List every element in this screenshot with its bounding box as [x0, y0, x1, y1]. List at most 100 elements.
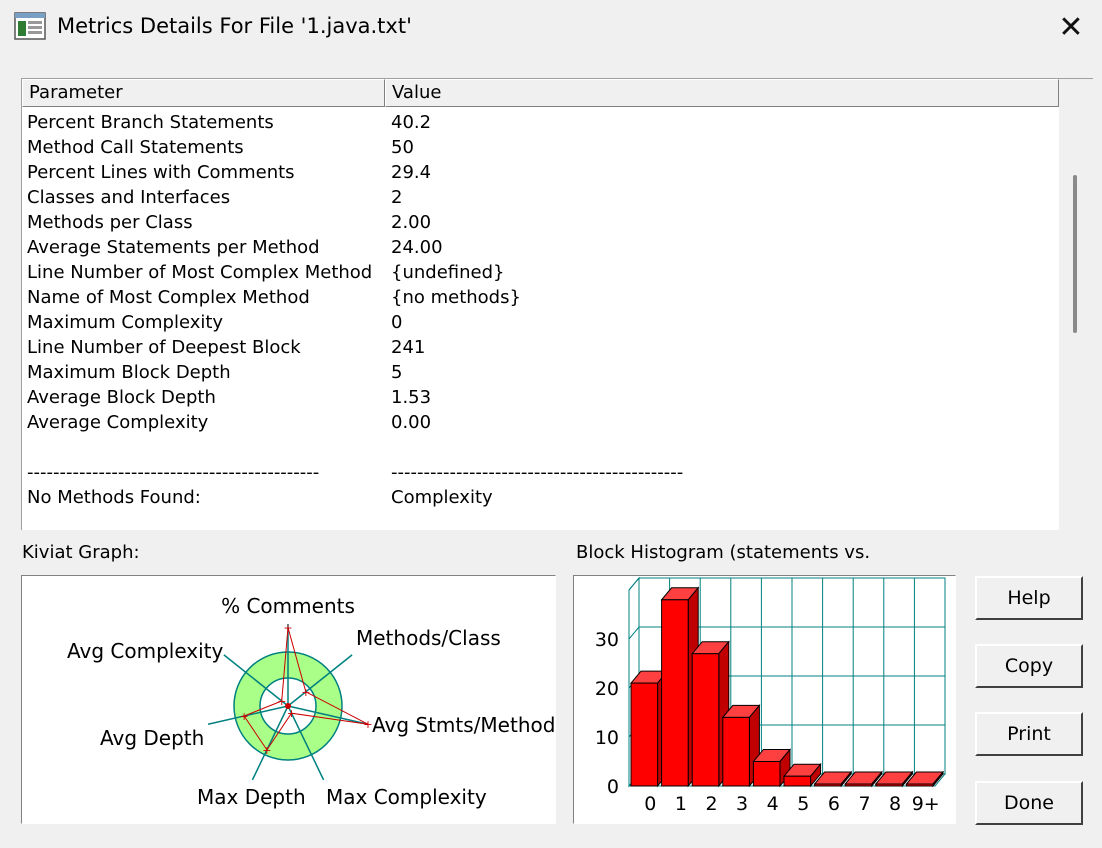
window-title: Metrics Details For File '1.java.txt'	[57, 14, 412, 38]
kiviat-label: Kiviat Graph:	[22, 542, 140, 563]
table-row[interactable]: Methods per Class 2.00	[27, 212, 791, 237]
value-cell: 1.53	[391, 387, 432, 408]
parameter-cell: Maximum Complexity	[27, 312, 224, 333]
kiviat-axis-line	[223, 654, 289, 707]
table-row[interactable]: Name of Most Complex Method {no methods}	[27, 287, 791, 312]
axis-label-avg-complexity: Avg Complexity	[67, 639, 224, 663]
histogram-gridline	[628, 577, 640, 591]
value-cell: 2	[391, 187, 403, 208]
table-row[interactable]: Line Number of Deepest Block 241	[27, 337, 791, 362]
histogram-bar	[722, 716, 750, 787]
vertical-scrollbar[interactable]	[1059, 79, 1093, 530]
table-row[interactable]: Method Call Statements 50	[27, 137, 791, 162]
column-header-value[interactable]: Value	[385, 79, 1059, 107]
table-row[interactable]: Average Statements per Method 24.00	[27, 237, 791, 262]
kiviat-axis-line	[287, 705, 325, 781]
value-cell: 29.4	[391, 162, 432, 183]
histogram-x-tick-label: 4	[767, 793, 779, 815]
parameter-cell: Name of Most Complex Method	[27, 287, 310, 308]
value-cell: Complexity	[391, 487, 493, 508]
table-row[interactable]: Average Complexity 0.00	[27, 412, 791, 437]
histogram-x-tick-label: 2	[705, 793, 717, 815]
histogram-bar	[844, 783, 873, 787]
parameter-cell: Average Complexity	[27, 412, 209, 433]
histogram-bar	[630, 682, 659, 787]
parameter-cell: ----------------------------------------…	[27, 462, 320, 483]
copy-button[interactable]: Copy	[975, 644, 1083, 688]
histogram-bar	[905, 783, 934, 787]
column-header-parameter[interactable]: Parameter	[22, 79, 385, 107]
histogram-x-tick-label: 9+	[912, 793, 940, 815]
parameter-cell: Line Number of Most Complex Method	[27, 262, 373, 283]
metrics-list[interactable]: Parameter Value Percent Branch Statement…	[21, 78, 1093, 530]
print-button[interactable]: Print	[975, 712, 1083, 756]
table-row[interactable]: Line Number of Most Complex Method {undef…	[27, 262, 791, 287]
axis-label-methods-class: Methods/Class	[356, 626, 501, 650]
histogram-y-tick-label: 0	[607, 776, 619, 798]
table-row[interactable]: Average Block Depth 1.53	[27, 387, 791, 412]
value-cell: {undefined}	[391, 262, 505, 283]
kiviat-center	[285, 703, 291, 709]
histogram-x-tick-label: 8	[889, 793, 901, 815]
value-cell: 0	[391, 312, 403, 333]
histogram-x-tick-label: 6	[828, 793, 840, 815]
value-cell: 24.00	[391, 237, 443, 258]
kiviat-value-polygon	[243, 627, 369, 751]
parameter-cell: Method Call Statements	[27, 137, 244, 158]
histogram-y-tick-label: 20	[595, 678, 619, 700]
parameter-cell: Classes and Interfaces	[27, 187, 231, 208]
table-row[interactable]	[27, 437, 791, 462]
kiviat-svg: +++++++ % Comments Methods/Class Avg Stm…	[67, 594, 555, 809]
table-row[interactable]: Percent Lines with Comments 29.4	[27, 162, 791, 187]
axis-label-max-depth: Max Depth	[197, 785, 306, 809]
kiviat-axis-line	[251, 705, 289, 781]
scrollbar-thumb[interactable]	[1073, 175, 1077, 333]
value-cell: 5	[391, 362, 403, 383]
done-button[interactable]: Done	[975, 781, 1083, 825]
kiviat-axis-line	[287, 705, 369, 725]
histogram-gridline	[628, 626, 640, 640]
help-button[interactable]: Help	[975, 576, 1083, 620]
table-row[interactable]: Maximum Complexity 0	[27, 312, 791, 337]
histogram-bar	[814, 783, 842, 787]
value-cell: 50	[391, 137, 414, 158]
parameter-cell: Line Number of Deepest Block	[27, 337, 301, 358]
table-row[interactable]: ----------------------------------------…	[27, 462, 791, 487]
parameter-cell: Average Statements per Method	[27, 237, 320, 258]
parameter-cell: Percent Branch Statements	[27, 112, 274, 133]
histogram-x-tick-label: 5	[797, 793, 809, 815]
parameter-cell: Percent Lines with Comments	[27, 162, 295, 183]
title-bar: Metrics Details For File '1.java.txt' ✕	[0, 0, 1102, 56]
kiviat-axis-line	[287, 654, 353, 707]
parameter-cell	[27, 437, 391, 462]
histogram-bar	[875, 783, 903, 787]
value-cell: 0.00	[391, 412, 432, 433]
value-cell: 241	[391, 337, 426, 358]
histogram-bar	[752, 761, 781, 787]
table-row[interactable]: Maximum Block Depth 5	[27, 362, 791, 387]
histogram-label: Block Histogram (statements vs.	[576, 542, 871, 563]
histogram-bar	[661, 599, 689, 787]
parameter-cell: Methods per Class	[27, 212, 193, 233]
axis-label-avg-stmts-method: Avg Stmts/Method	[372, 713, 555, 737]
histogram-x-tick-label: 0	[644, 793, 656, 815]
axis-label-comments: % Comments	[221, 594, 355, 618]
value-cell: 2.00	[391, 212, 432, 233]
parameter-cell: Maximum Block Depth	[27, 362, 231, 383]
axis-label-avg-depth: Avg Depth	[100, 726, 204, 750]
metrics-rows: Percent Branch Statements 40.2 Method Call…	[27, 112, 791, 512]
kiviat-graph: + + + + + + + % Comments Methods/Class Avg Stm…	[21, 575, 556, 824]
close-icon[interactable]: ✕	[1058, 9, 1084, 45]
table-row[interactable]: Percent Branch Statements 40.2	[27, 112, 791, 137]
value-cell: ----------------------------------------…	[391, 462, 684, 483]
histogram-x-tick-label: 1	[675, 793, 687, 815]
table-row[interactable]: No Methods Found: Complexity	[27, 487, 791, 512]
value-cell	[391, 437, 791, 462]
parameter-cell: No Methods Found:	[27, 487, 201, 508]
histogram-y-tick-label: 30	[595, 629, 619, 651]
histogram-x-tick-label: 7	[858, 793, 870, 815]
app-icon	[14, 12, 46, 40]
kiviat-axis-line	[207, 705, 289, 725]
table-row[interactable]: Classes and Interfaces 2	[27, 187, 791, 212]
